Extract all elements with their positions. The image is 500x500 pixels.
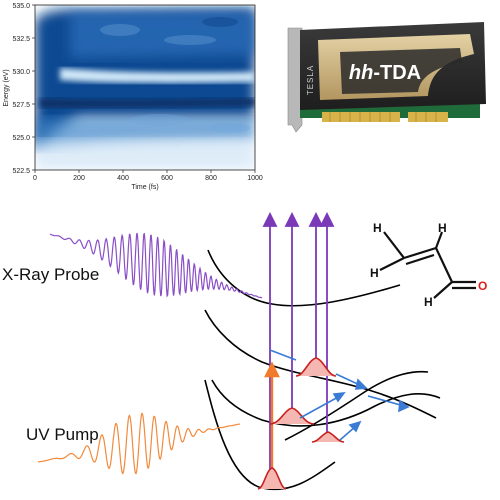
y-tick-label: 530.0 xyxy=(12,69,30,76)
y-tick-label: 527.5 xyxy=(12,102,30,109)
wavepacket xyxy=(311,431,345,443)
y-tick-label: 532.5 xyxy=(12,36,30,43)
xray-probe-pulse xyxy=(49,232,263,299)
atom-h: H xyxy=(373,221,382,235)
excited-state-curve-3 xyxy=(204,309,437,419)
probe-arrow-head xyxy=(319,211,335,227)
wavepackets xyxy=(257,357,345,490)
bond xyxy=(433,281,453,299)
pump-arrow xyxy=(264,361,280,480)
wavepacket-ground xyxy=(257,467,287,490)
y-tick-label: 525.0 xyxy=(12,135,30,142)
heatmap-x-axis-label: Time (fs) xyxy=(131,184,158,191)
x-tick-label: 1000 xyxy=(247,175,263,182)
heatmap-panel: 535.0 532.5 530.0 527.5 525.0 522.5 Ener… xyxy=(3,3,263,191)
bond xyxy=(383,231,405,259)
flow-arrow-head xyxy=(332,392,346,403)
x-tick-label: 0 xyxy=(33,175,37,182)
pump-arrow-head xyxy=(264,361,280,378)
bond xyxy=(434,231,444,249)
core-excited-curve xyxy=(207,249,401,307)
atom-h: H xyxy=(370,266,379,280)
heatmap-y-axis-label: Energy (eV) xyxy=(3,69,10,106)
uv-pump-label: UV Pump xyxy=(26,425,99,444)
atom-h: H xyxy=(424,295,433,309)
y-tick-label: 535.0 xyxy=(12,3,30,10)
heatmap-y-ticks: 535.0 532.5 530.0 527.5 525.0 522.5 xyxy=(12,3,35,175)
uv-pump-pulse xyxy=(37,412,241,475)
wavepacket xyxy=(295,357,337,377)
probe-arrows xyxy=(262,211,335,480)
x-tick-label: 400 xyxy=(117,175,129,182)
heatmap-plot-area xyxy=(35,5,255,170)
heatmap-x-ticks: 0 200 400 600 800 1000 xyxy=(33,170,263,182)
double-bond-2 xyxy=(405,253,435,266)
atom-h: H xyxy=(438,221,447,235)
excited-state-curve-1 xyxy=(211,379,441,427)
flow-arrow xyxy=(367,395,405,407)
atom-oxygen: O xyxy=(478,279,487,293)
heatmap-texture xyxy=(100,17,250,133)
gpu-product-prefix: hh xyxy=(349,62,373,84)
flow-arrow-head xyxy=(354,378,368,390)
flow-arrow-head xyxy=(348,420,362,433)
molecule-structure xyxy=(379,231,476,299)
x-tick-label: 600 xyxy=(161,175,173,182)
gpu-product-label: hh-TDA xyxy=(349,62,421,84)
x-tick-label: 800 xyxy=(205,175,217,182)
flow-arrow xyxy=(269,349,297,361)
gpu-card-image: TESLA hh-TDA xyxy=(287,22,486,133)
x-tick-label: 200 xyxy=(73,175,85,182)
bond xyxy=(379,257,405,271)
probe-arrow-head xyxy=(308,211,324,227)
bond xyxy=(435,247,453,283)
gpu-brand-label: TESLA xyxy=(306,65,315,95)
excited-state-curve-2 xyxy=(284,370,429,441)
xray-probe-label: X-Ray Probe xyxy=(2,265,99,284)
y-tick-label: 522.5 xyxy=(12,168,30,175)
probe-arrow-head xyxy=(284,211,300,227)
gpu-edge-connector xyxy=(322,112,448,122)
flow-arrow-head xyxy=(398,399,410,413)
double-bond xyxy=(403,246,437,260)
gpu-product-suffix: -TDA xyxy=(373,62,421,84)
flow-arrow xyxy=(299,395,341,419)
flow-arrows xyxy=(269,349,410,441)
heatmap-frame xyxy=(34,4,256,171)
probe-arrow-head xyxy=(262,211,278,227)
molecule-atoms: H H H H O xyxy=(370,221,487,309)
wavepacket xyxy=(269,407,315,425)
gpu-bracket xyxy=(287,27,303,133)
